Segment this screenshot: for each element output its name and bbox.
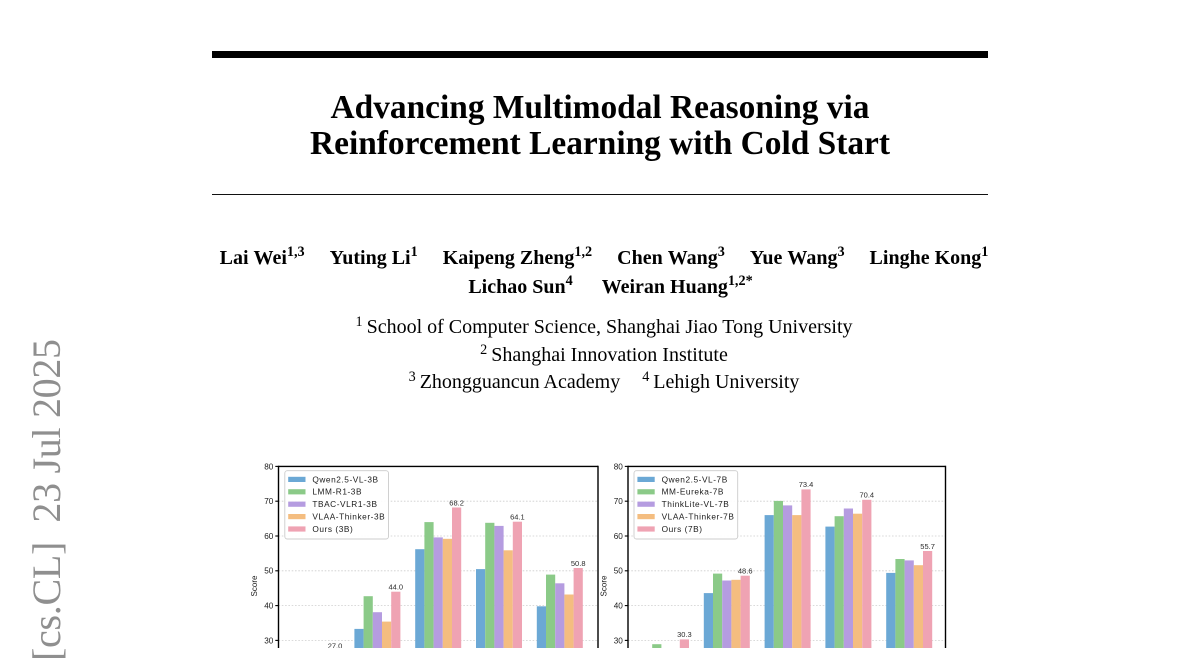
svg-text:27.0: 27.0	[328, 642, 343, 648]
svg-text:30: 30	[614, 636, 624, 645]
svg-text:30: 30	[264, 636, 274, 645]
svg-text:Ours (7B): Ours (7B)	[662, 524, 703, 534]
svg-text:55.7: 55.7	[920, 542, 935, 551]
svg-text:50: 50	[614, 567, 624, 576]
svg-text:60: 60	[264, 532, 274, 541]
svg-text:VLAA-Thinker-3B: VLAA-Thinker-3B	[312, 512, 385, 522]
svg-text:Qwen2.5-VL-3B: Qwen2.5-VL-3B	[312, 474, 378, 484]
svg-text:Score: Score	[250, 575, 259, 596]
svg-text:64.1: 64.1	[510, 513, 525, 522]
svg-text:70.4: 70.4	[859, 491, 874, 500]
svg-text:50.8: 50.8	[571, 559, 586, 568]
svg-text:73.4: 73.4	[799, 480, 814, 489]
svg-text:80: 80	[264, 462, 274, 471]
svg-text:60: 60	[614, 532, 624, 541]
svg-text:Score: Score	[600, 575, 609, 596]
svg-text:30.3: 30.3	[677, 630, 692, 639]
svg-text:Qwen2.5-VL-7B: Qwen2.5-VL-7B	[662, 474, 728, 484]
svg-text:80: 80	[614, 462, 624, 471]
svg-text:40: 40	[614, 602, 624, 611]
svg-text:Ours (3B): Ours (3B)	[312, 524, 353, 534]
svg-text:LMM-R1-3B: LMM-R1-3B	[312, 487, 362, 497]
svg-text:48.6: 48.6	[738, 567, 753, 576]
svg-text:VLAA-Thinker-7B: VLAA-Thinker-7B	[662, 512, 735, 522]
svg-text:50: 50	[264, 567, 274, 576]
svg-text:MM-Eureka-7B: MM-Eureka-7B	[662, 487, 724, 497]
svg-text:70: 70	[264, 497, 274, 506]
svg-text:ThinkLite-VL-7B: ThinkLite-VL-7B	[662, 499, 730, 509]
svg-text:70: 70	[614, 497, 624, 506]
svg-text:TBAC-VLR1-3B: TBAC-VLR1-3B	[312, 499, 377, 509]
svg-text:40: 40	[264, 602, 274, 611]
svg-text:68.2: 68.2	[449, 498, 464, 507]
svg-text:44.0: 44.0	[388, 583, 403, 592]
